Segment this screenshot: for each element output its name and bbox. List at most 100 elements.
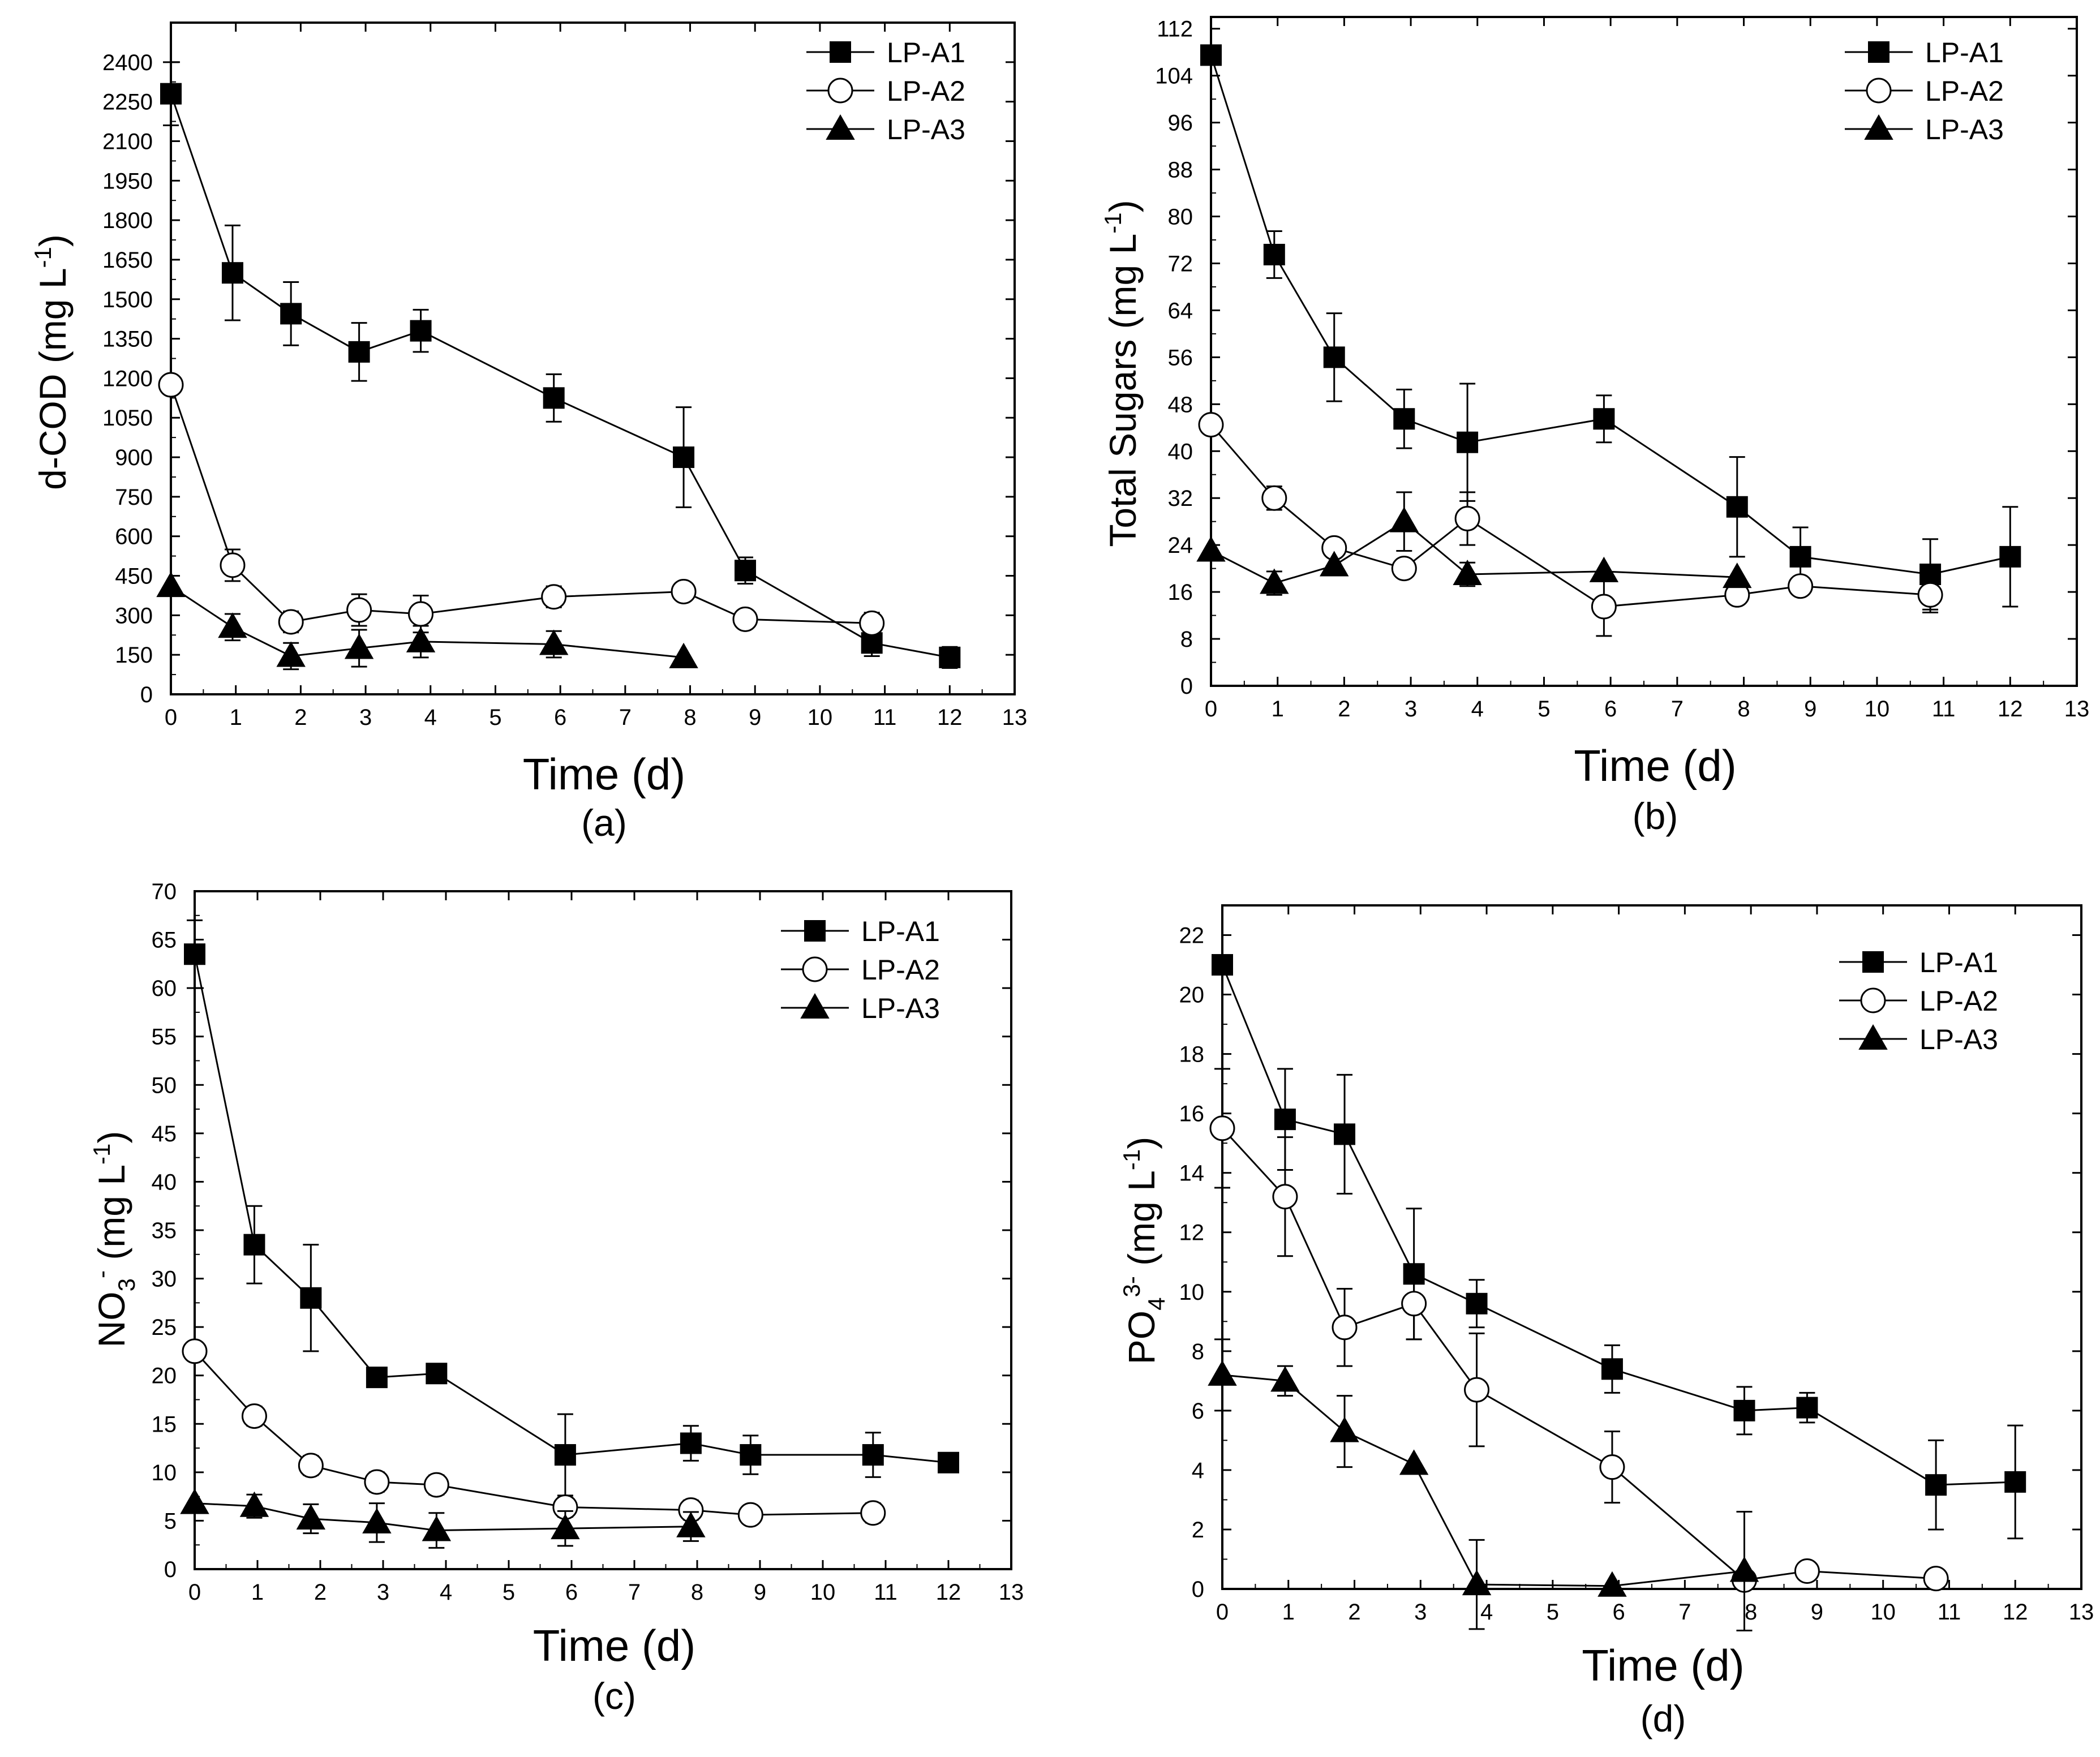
- x-axis: 0 1 2 3 4 5 6 7 8 9 10 11 12 13: [188, 891, 1024, 1605]
- y-tick-label: 96: [1168, 111, 1193, 136]
- data-point-triangle: [676, 1511, 706, 1537]
- data-point-square: [1925, 1474, 1947, 1496]
- y-tick-label: 104: [1155, 64, 1193, 89]
- y-tick-label: 4: [1192, 1458, 1204, 1483]
- data-point-square: [1593, 408, 1615, 430]
- y-title-text-end: ): [1120, 1137, 1162, 1149]
- legend-marker: [802, 956, 828, 982]
- y-tick-label: 2250: [102, 90, 153, 115]
- y-axis-title: PO43- (mg L-1): [1118, 1137, 1170, 1364]
- data-point-square: [861, 632, 883, 654]
- y-tick-label: 50: [152, 1073, 177, 1098]
- data-point-triangle: [1399, 1449, 1429, 1475]
- x-tick-label: 4: [1480, 1600, 1493, 1625]
- data-point-triangle: [1320, 551, 1349, 577]
- data-point-triangle: [1196, 536, 1226, 562]
- data-point-square: [1263, 243, 1285, 265]
- x-tick-label: 4: [424, 705, 437, 730]
- series-line: [1210, 424, 1931, 608]
- data-point-triangle: [539, 629, 569, 655]
- x-tick-label: 12: [936, 1580, 961, 1605]
- y-tick-label: 5: [164, 1509, 177, 1533]
- x-tick-label: 5: [1547, 1600, 1559, 1625]
- y-tick-label: 1650: [102, 248, 153, 273]
- x-tick-label: 7: [619, 705, 632, 730]
- x-tick-label: 10: [1870, 1600, 1896, 1625]
- data-point-circle: [423, 1472, 449, 1498]
- y-title-superscript: -1: [1100, 212, 1126, 233]
- legend-label: LP-A2: [1919, 985, 1998, 1017]
- data-point-circle: [1332, 1314, 1358, 1341]
- legend-marker: [804, 920, 826, 942]
- y-tick-label: 45: [152, 1122, 177, 1146]
- data-point-square: [862, 1444, 884, 1466]
- data-point-square: [1457, 431, 1479, 453]
- x-tick-label: 8: [684, 705, 696, 730]
- data-point-circle: [182, 1338, 208, 1364]
- y-tick-label: 750: [115, 485, 153, 510]
- y-tick-label: 12: [1179, 1221, 1205, 1245]
- x-tick-label: 13: [999, 1580, 1024, 1605]
- y-tick-label: 10: [152, 1460, 177, 1485]
- x-tick-label: 0: [165, 705, 177, 730]
- x-tick-label: 10: [808, 705, 833, 730]
- x-tick-label: 3: [1414, 1600, 1427, 1625]
- y-axis-title: NO3- (mg L-1): [88, 1131, 140, 1348]
- chart-panel-1: 0 1 2 3 4 5 6 7 8 9 10 11 12 130150300450600750900105…: [29, 22, 1027, 844]
- data-point-square: [1999, 545, 2021, 568]
- data-point-circle: [1454, 506, 1480, 531]
- y-tick-label: 40: [152, 1170, 177, 1195]
- y-tick-label: 900: [115, 445, 153, 470]
- x-tick-label: 4: [1471, 697, 1484, 721]
- x-axis-title: Time (d): [1574, 741, 1736, 791]
- y-axis-title: d-COD (mg L-1): [29, 234, 74, 490]
- x-tick-label: 13: [1002, 705, 1028, 730]
- data-point-square: [2004, 1471, 2026, 1493]
- data-point-circle: [1788, 573, 1814, 599]
- data-point-square: [410, 320, 432, 342]
- series-line: [170, 93, 950, 659]
- data-point-square: [1466, 1292, 1488, 1314]
- data-point-square: [939, 646, 961, 668]
- y-title-ion: PO: [1120, 1311, 1162, 1364]
- data-point-square: [300, 1287, 322, 1309]
- y-tick-label: 600: [115, 525, 153, 549]
- x-axis-title: Time (d): [533, 1621, 695, 1670]
- y-tick-label: 88: [1168, 158, 1193, 183]
- data-point-square: [740, 1444, 762, 1466]
- series-lp-a2: [158, 372, 885, 636]
- data-point-triangle: [1389, 506, 1419, 532]
- x-tick-label: 8: [1737, 697, 1750, 721]
- x-tick-label: 6: [1604, 697, 1617, 721]
- y-title-text: Total Sugars (mg L: [1102, 234, 1144, 547]
- data-point-square: [1274, 1109, 1296, 1131]
- y-tick-label: 10: [1179, 1280, 1205, 1305]
- series-line: [170, 384, 872, 624]
- x-tick-label: 7: [1671, 697, 1684, 721]
- data-point-square: [673, 446, 695, 469]
- data-point-triangle: [239, 1491, 269, 1517]
- data-point-square: [1726, 496, 1748, 518]
- series-lp-a3: [1208, 1338, 1759, 1632]
- y-tick-label: 22: [1179, 923, 1205, 948]
- y-tick-label: 16: [1179, 1102, 1205, 1127]
- data-point-square: [280, 303, 302, 325]
- x-tick-label: 7: [1678, 1600, 1691, 1625]
- y-title-ion: NO: [91, 1291, 132, 1347]
- legend: LP-A1 LP-A2 LP-A3: [1839, 947, 1998, 1055]
- x-axis: 0 1 2 3 4 5 6 7 8 9 10 11 12 13: [165, 23, 1027, 730]
- legend-label: LP-A3: [887, 114, 965, 145]
- x-tick-label: 11: [873, 705, 897, 730]
- y-tick-label: 450: [115, 564, 153, 589]
- data-point-square: [160, 83, 182, 105]
- data-point-square: [1796, 1397, 1818, 1419]
- data-point-triangle: [156, 572, 186, 598]
- series-line: [1222, 1374, 1745, 1587]
- x-tick-label: 5: [489, 705, 501, 730]
- x-tick-label: 12: [2003, 1600, 2028, 1625]
- series-lp-a2: [1198, 412, 1943, 637]
- data-point-triangle: [406, 626, 436, 652]
- y-axis: 0 150 300 450 600 750 900 1050 1200 1350 1500 1650 1…: [102, 50, 1015, 707]
- data-point-triangle: [551, 1514, 580, 1540]
- y-tick-label: 55: [152, 1025, 177, 1050]
